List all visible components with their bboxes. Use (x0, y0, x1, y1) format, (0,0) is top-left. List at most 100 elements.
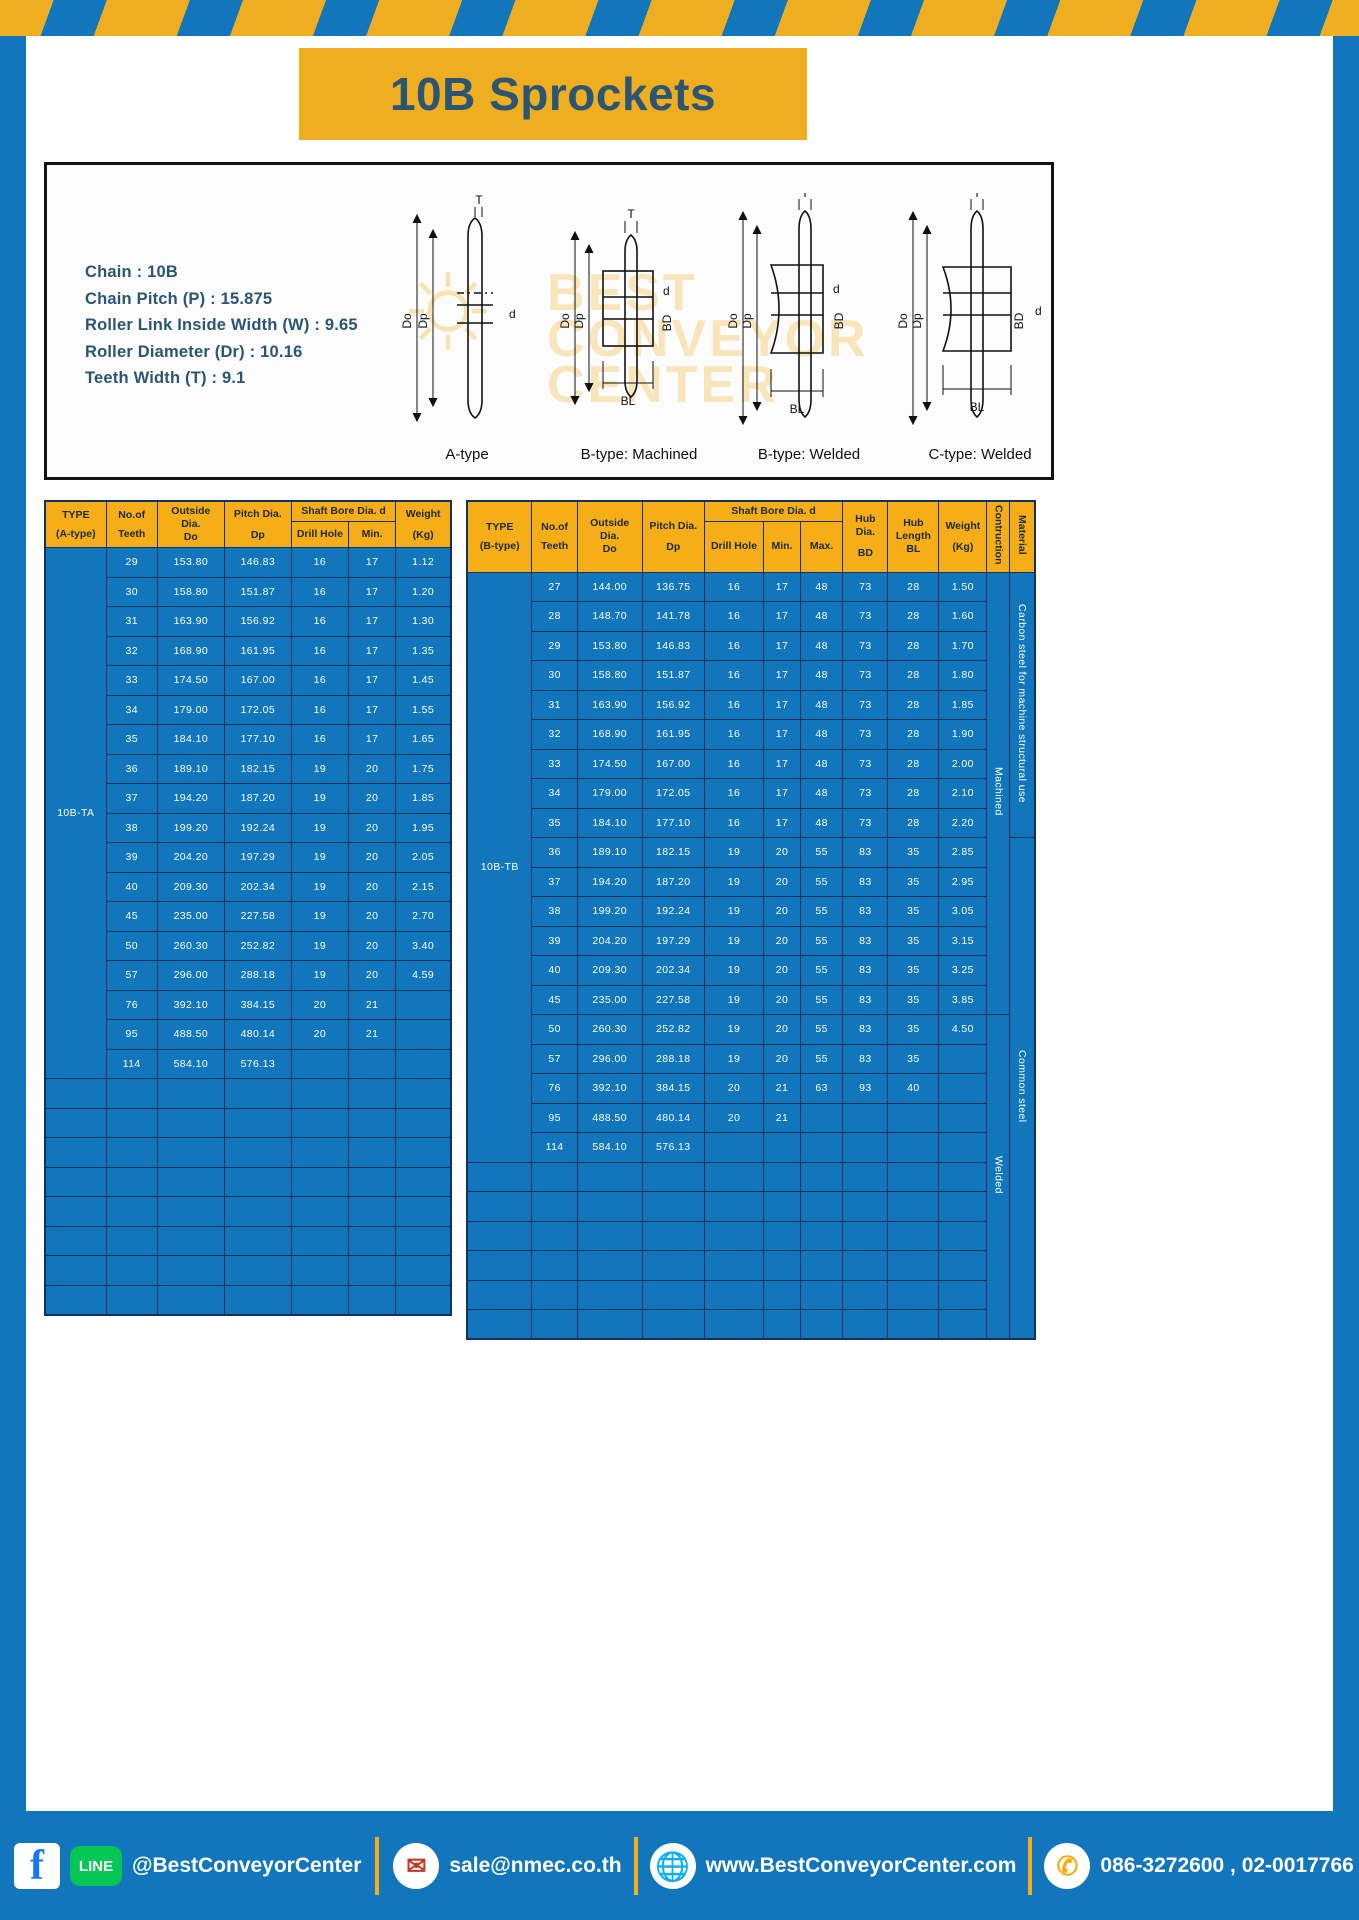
cell-b-teeth: 76 (531, 1073, 578, 1104)
cell-a-outside-dia (156, 1137, 225, 1168)
table-b-type: TYPE (B-type) No.of Teeth Outside Dia. (466, 500, 1036, 1340)
cell-b-drill-hole: 19 (703, 1043, 765, 1074)
cell-b-min: 21 (763, 1073, 801, 1104)
cell-b-hub-dia: 83 (842, 837, 889, 868)
svg-text:Dp: Dp (910, 313, 924, 329)
table-row: 39 204.20 197.29 19 20 2.05 (45, 842, 452, 873)
cell-a-type-empty (44, 1078, 107, 1109)
cell-b-weight: 2.95 (938, 866, 988, 897)
cell-b-teeth: 27 (531, 571, 578, 602)
cell-a-teeth: 95 (105, 1019, 158, 1050)
cell-b-min: 17 (763, 630, 801, 661)
cell-b-outside-dia: 235.00 (576, 984, 643, 1015)
cell-b-min: 17 (763, 748, 801, 779)
cell-a-weight (395, 989, 452, 1020)
cell-b-pitch-dia: 192.24 (641, 896, 705, 927)
cell-a-outside-dia: 174.50 (156, 665, 225, 696)
cell-a-weight: 1.65 (395, 724, 452, 755)
cell-a-drill-hole: 20 (290, 989, 349, 1020)
th-b-hub-dia: Hub Dia. BD (842, 500, 889, 573)
cell-b-teeth: 30 (531, 660, 578, 691)
footer-phone[interactable]: ✆ 086-3272600 , 02-0017766 (1044, 1843, 1354, 1889)
cell-a-teeth (105, 1255, 158, 1286)
cell-b-pitch-dia: 384.15 (641, 1073, 705, 1104)
cell-b-type-empty (466, 1250, 533, 1281)
paper-sheet: 10B Sprockets BEST CONVEYOR CENTER Chain (26, 36, 1333, 1811)
cell-b-hub-dia: 73 (842, 601, 889, 632)
cell-b-pitch-dia: 161.95 (641, 719, 705, 750)
cell-b-pitch-dia: 156.92 (641, 689, 705, 720)
table-row (466, 1309, 1035, 1340)
table-b-header-row-1: TYPE (B-type) No.of Teeth Outside Dia. (466, 500, 1036, 573)
cell-a-drill-hole: 16 (290, 606, 349, 637)
cell-b-weight (938, 1073, 988, 1104)
table-row: 34 179.00 172.05 16 17 1.55 (45, 694, 452, 725)
spec-label-width: Roller Link Inside Width (W) (85, 316, 310, 334)
cell-b-max (799, 1250, 844, 1281)
cell-a-teeth: 57 (105, 960, 158, 991)
cell-a-type-empty (44, 1107, 107, 1138)
th-a-pitch-sub: Dp (250, 528, 265, 541)
cell-b-hub-dia (842, 1102, 889, 1133)
cell-a-teeth: 40 (105, 871, 158, 902)
cell-a-min (347, 1078, 397, 1109)
footer-phone-text: 086-3272600 , 02-0017766 (1100, 1854, 1354, 1877)
footer-divider-1 (375, 1837, 380, 1895)
cell-b-outside-dia (576, 1279, 643, 1310)
cell-a-outside-dia: 184.10 (156, 724, 225, 755)
cell-b-hub-dia: 73 (842, 719, 889, 750)
footer-divider-2 (633, 1837, 638, 1895)
cell-b-weight: 3.25 (938, 955, 988, 986)
table-row (466, 1161, 1035, 1192)
cell-a-teeth: 45 (105, 901, 158, 932)
cell-b-weight: 1.80 (938, 660, 988, 691)
cell-b-teeth: 28 (531, 601, 578, 632)
cell-b-hub-length: 35 (887, 1043, 940, 1074)
th-b-material: Material (1008, 500, 1036, 573)
cell-b-hub-length (887, 1161, 940, 1192)
table-b-type-wrapper: TYPE (B-type) No.of Teeth Outside Dia. (466, 500, 1036, 1340)
cell-b-min: 17 (763, 660, 801, 691)
cell-b-pitch-dia: 480.14 (641, 1102, 705, 1133)
cell-a-pitch-dia: 172.05 (223, 694, 292, 725)
cell-a-type-empty (44, 1137, 107, 1168)
cell-a-outside-dia: 488.50 (156, 1019, 225, 1050)
cell-b-hub-length: 28 (887, 807, 940, 838)
cell-a-weight: 1.55 (395, 694, 452, 725)
cell-a-drill-hole (290, 1078, 349, 1109)
spec-row-width: Roller Link Inside Width (W) : 9.65 (85, 312, 358, 339)
cell-b-hub-length (887, 1191, 940, 1222)
cell-b-hub-dia: 73 (842, 807, 889, 838)
cell-b-outside-dia: 209.30 (576, 955, 643, 986)
cell-b-max (799, 1309, 844, 1340)
cell-a-pitch-dia: 288.18 (223, 960, 292, 991)
cell-b-pitch-dia: 136.75 (641, 571, 705, 602)
cell-b-max (799, 1132, 844, 1163)
cell-b-weight: 2.00 (938, 748, 988, 779)
table-row: 76 392.10 384.15 20 21 (45, 989, 452, 1020)
cell-a-pitch-dia (223, 1255, 292, 1286)
cell-a-weight: 1.85 (395, 783, 452, 814)
table-a-type-wrapper: TYPE (A-type) No.of Teeth Outside Dia. (44, 500, 452, 1316)
cell-b-min (763, 1250, 801, 1281)
diagram-label-b-welded: B-type: Welded (757, 446, 861, 463)
cell-b-outside-dia (576, 1161, 643, 1192)
top-chevron-band (0, 0, 1359, 36)
spec-value-chain: 10B (147, 263, 179, 281)
footer-email[interactable]: ✉ sale@nmec.co.th (393, 1843, 622, 1889)
table-row (44, 1107, 452, 1138)
cell-a-weight: 4.59 (395, 960, 452, 991)
cell-a-teeth: 33 (105, 665, 158, 696)
cell-b-hub-dia: 83 (842, 925, 889, 956)
cell-b-teeth: 37 (531, 866, 578, 897)
table-row: 114 584.10 576.13 (45, 1048, 452, 1079)
th-a-teeth-main: No.of (118, 508, 146, 521)
footer-facebook[interactable]: f LINE @BestConveyorCenter (14, 1843, 361, 1889)
cell-b-hub-length: 35 (887, 925, 940, 956)
spec-label-roller-dia: Roller Diameter (Dr) (85, 342, 245, 361)
svg-text:d: d (1035, 304, 1042, 318)
cell-b-pitch-dia: 151.87 (641, 660, 705, 691)
cell-b-weight: 4.50 (938, 1014, 988, 1045)
cell-a-outside-dia (156, 1196, 225, 1227)
footer-website[interactable]: 🌐 www.BestConveyorCenter.com (649, 1843, 1016, 1889)
